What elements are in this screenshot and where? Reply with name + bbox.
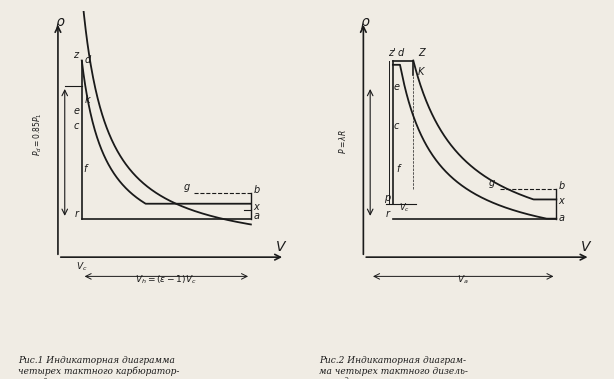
Text: a: a: [559, 213, 565, 223]
Text: d: d: [398, 48, 404, 58]
Text: $V_c$: $V_c$: [76, 261, 88, 274]
Text: V: V: [276, 240, 285, 254]
Text: $V_c$: $V_c$: [398, 201, 410, 214]
Text: a: a: [253, 211, 259, 221]
Text: r: r: [75, 208, 79, 219]
Text: $V_a$: $V_a$: [457, 274, 469, 286]
Text: e: e: [73, 106, 79, 116]
Text: x: x: [559, 196, 564, 206]
Text: $V_h = (ε-1)V_c$: $V_h = (ε-1)V_c$: [136, 274, 197, 286]
Text: k: k: [85, 95, 90, 105]
Text: ρ: ρ: [56, 15, 64, 29]
Text: V: V: [581, 240, 591, 254]
Text: Z: Z: [418, 48, 424, 58]
Text: Рис.2 Индикаторная диаграм-
ма четырех тактного дизель-
ного двигателя: Рис.2 Индикаторная диаграм- ма четырех т…: [319, 356, 468, 379]
Text: $P = λR$: $P = λR$: [338, 129, 348, 154]
Text: c: c: [74, 121, 79, 131]
Text: ρ: ρ: [361, 15, 370, 29]
Text: f: f: [83, 164, 87, 174]
Text: r: r: [386, 208, 390, 219]
Text: c: c: [394, 121, 399, 131]
Text: K: K: [418, 67, 424, 77]
Text: b: b: [559, 181, 565, 191]
Text: d: d: [85, 55, 91, 65]
Text: $P_d = 0.85P_1$: $P_d = 0.85P_1$: [31, 112, 44, 156]
Text: g: g: [489, 177, 495, 188]
Text: p: p: [384, 193, 391, 202]
Text: Рис.1 Индикаторная диаграмма
четырех тактного карбюратор-
ного двигателя.: Рис.1 Индикаторная диаграмма четырех так…: [18, 356, 180, 379]
Text: z: z: [73, 50, 79, 60]
Text: x: x: [253, 202, 259, 212]
Text: g: g: [184, 182, 190, 192]
Text: f: f: [396, 164, 400, 174]
Text: b: b: [253, 185, 259, 195]
Text: e: e: [394, 83, 400, 92]
Text: z': z': [388, 48, 395, 58]
